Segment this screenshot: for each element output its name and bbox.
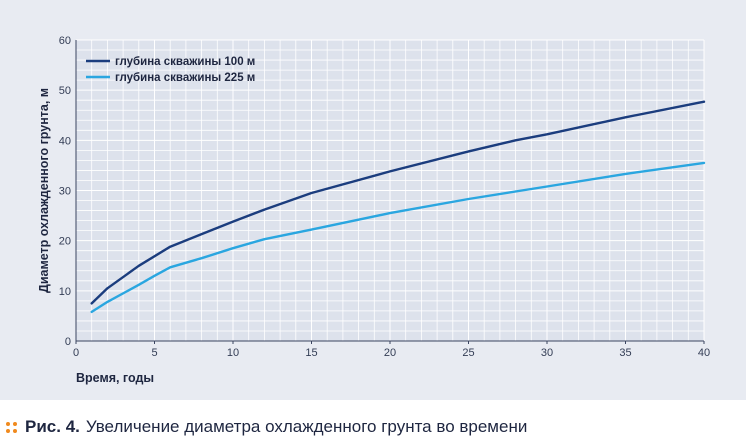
- y-axis-title: Диаметр охлажденного грунта, м: [37, 88, 51, 293]
- y-tick-label: 0: [65, 336, 71, 348]
- caption-number: Рис. 4.: [25, 417, 80, 436]
- y-tick-label: 40: [59, 135, 71, 147]
- legend-label-1: глубина скважины 100 м: [115, 56, 255, 68]
- legend: глубина скважины 100 м глубина скважины 2…: [86, 56, 255, 84]
- y-tick-label: 30: [59, 186, 71, 198]
- x-tick-label: 0: [73, 347, 79, 359]
- tick-labels: 0 5 10 15 20 25 30 35 40 0 10 20 30 40 50 60: [59, 35, 710, 359]
- x-tick-label: 40: [698, 347, 710, 359]
- y-tick-label: 50: [59, 85, 71, 97]
- y-tick-label: 10: [59, 286, 71, 298]
- grid: [75, 39, 705, 342]
- x-tick-label: 20: [384, 347, 396, 359]
- x-tick-label: 25: [462, 347, 474, 359]
- x-axis-title: Время, годы: [76, 371, 154, 385]
- x-tick-label: 30: [541, 347, 553, 359]
- series-line-1: [90, 100, 706, 305]
- series-line-2: [90, 161, 706, 314]
- legend-label-2: глубина скважины 225 м: [115, 72, 255, 84]
- x-tick-label: 15: [305, 347, 317, 359]
- figure-caption: Рис. 4. Увеличение диаметра охлажденного…: [6, 417, 527, 437]
- caption-text: Увеличение диаметра охлажденного грунта …: [85, 417, 528, 436]
- line-chart: 0 5 10 15 20 25 30 35 40 0 10 20 30 40 50 60 глубина ск…: [37, 35, 710, 385]
- x-tick-label: 10: [227, 347, 239, 359]
- x-tick-label: 5: [151, 347, 157, 359]
- y-tick-label: 20: [59, 236, 71, 248]
- x-tick-label: 35: [619, 347, 631, 359]
- figure-background: 0 5 10 15 20 25 30 35 40 0 10 20 30 40 50 60 глубина ск…: [0, 0, 746, 400]
- series-lines: [90, 100, 706, 314]
- y-tick-label: 60: [59, 35, 71, 47]
- caption-dots-icon: [6, 421, 17, 433]
